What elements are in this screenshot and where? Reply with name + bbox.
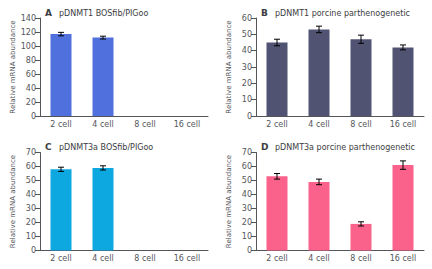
svg-text:D: D	[261, 142, 268, 152]
svg-text:100: 100	[21, 42, 36, 51]
svg-text:60: 60	[242, 14, 252, 23]
svg-text:30: 30	[26, 204, 36, 213]
svg-text:4 cell: 4 cell	[92, 254, 113, 263]
svg-text:pDNMT1 BOSfib/PIGoo: pDNMT1 BOSfib/PIGoo	[59, 9, 148, 18]
svg-text:0: 0	[247, 112, 252, 121]
svg-text:8 cell: 8 cell	[134, 120, 155, 129]
svg-text:16 cell: 16 cell	[390, 120, 417, 129]
svg-text:C: C	[45, 142, 52, 152]
svg-text:120: 120	[21, 28, 36, 37]
svg-text:40: 40	[242, 46, 252, 55]
svg-text:4 cell: 4 cell	[92, 120, 113, 129]
svg-text:10: 10	[26, 232, 36, 241]
svg-text:50: 50	[242, 176, 252, 185]
svg-text:pDNMT3a porcine parthenogeneti: pDNMT3a porcine parthenogenetic	[275, 143, 415, 152]
svg-text:2 cell: 2 cell	[266, 120, 287, 129]
svg-text:60: 60	[242, 162, 252, 171]
svg-text:30: 30	[242, 204, 252, 213]
svg-text:50: 50	[26, 176, 36, 185]
svg-text:20: 20	[242, 79, 252, 88]
svg-text:20: 20	[26, 218, 36, 227]
svg-text:40: 40	[26, 84, 36, 93]
svg-text:Relative mRNA abundance: Relative mRNA abundance	[225, 20, 233, 113]
svg-text:60: 60	[26, 70, 36, 79]
svg-text:60: 60	[26, 162, 36, 171]
svg-text:20: 20	[26, 98, 36, 107]
svg-text:140: 140	[21, 14, 36, 23]
svg-text:16 cell: 16 cell	[174, 120, 201, 129]
svg-text:10: 10	[242, 95, 252, 104]
svg-text:2 cell: 2 cell	[266, 254, 287, 263]
svg-text:80: 80	[26, 56, 36, 65]
svg-text:4 cell: 4 cell	[308, 254, 329, 263]
svg-text:pDNMT3a BOSfib/PIGoo: pDNMT3a BOSfib/PIGoo	[59, 143, 153, 152]
svg-text:70: 70	[242, 148, 252, 157]
svg-text:8 cell: 8 cell	[350, 120, 371, 129]
svg-text:70: 70	[26, 148, 36, 157]
svg-text:0: 0	[31, 246, 36, 255]
svg-text:Relative mRNA abundance: Relative mRNA abundance	[9, 20, 17, 113]
svg-text:30: 30	[242, 63, 252, 72]
svg-text:40: 40	[26, 190, 36, 199]
svg-text:4 cell: 4 cell	[308, 120, 329, 129]
svg-text:50: 50	[242, 30, 252, 39]
svg-text:0: 0	[31, 112, 36, 121]
svg-text:10: 10	[242, 232, 252, 241]
svg-text:pDNMT1 porcine parthenogenetic: pDNMT1 porcine parthenogenetic	[275, 9, 410, 18]
svg-text:16 cell: 16 cell	[390, 254, 417, 263]
svg-text:16 cell: 16 cell	[174, 254, 201, 263]
svg-text:2 cell: 2 cell	[50, 254, 71, 263]
svg-text:Relative mRNA abundance: Relative mRNA abundance	[225, 155, 233, 248]
svg-text:2 cell: 2 cell	[50, 120, 71, 129]
svg-text:A: A	[45, 8, 52, 18]
svg-text:0: 0	[247, 246, 252, 255]
svg-text:20: 20	[242, 218, 252, 227]
svg-text:B: B	[261, 8, 268, 18]
svg-text:8 cell: 8 cell	[350, 254, 371, 263]
svg-text:40: 40	[242, 190, 252, 199]
svg-text:Relative mRNA abundance: Relative mRNA abundance	[9, 155, 17, 248]
svg-text:8 cell: 8 cell	[134, 254, 155, 263]
